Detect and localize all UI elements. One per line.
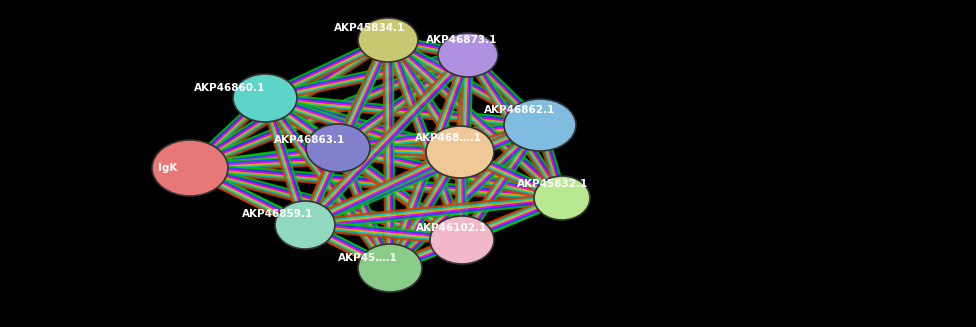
Ellipse shape (306, 124, 370, 172)
Text: AKP46862.1: AKP46862.1 (484, 105, 555, 115)
Ellipse shape (152, 140, 228, 196)
Text: AKP46859.1: AKP46859.1 (242, 209, 313, 219)
Text: AKP46102.1: AKP46102.1 (417, 223, 488, 233)
Ellipse shape (504, 99, 576, 151)
Ellipse shape (275, 201, 335, 249)
Ellipse shape (358, 244, 422, 292)
Text: AKP45834.1: AKP45834.1 (335, 23, 406, 33)
Ellipse shape (233, 74, 297, 122)
Text: AKP46873.1: AKP46873.1 (427, 35, 498, 45)
Text: AKP45….1: AKP45….1 (338, 253, 398, 263)
Ellipse shape (438, 33, 498, 77)
Text: AKP46860.1: AKP46860.1 (194, 83, 265, 93)
Text: AKP45832.1: AKP45832.1 (517, 179, 589, 189)
Text: AKP468….1: AKP468….1 (415, 133, 481, 143)
Ellipse shape (426, 126, 494, 178)
Ellipse shape (534, 176, 590, 220)
Ellipse shape (430, 216, 494, 264)
Ellipse shape (358, 18, 418, 62)
Text: IgK: IgK (158, 163, 178, 173)
Text: AKP46863.1: AKP46863.1 (274, 135, 346, 145)
